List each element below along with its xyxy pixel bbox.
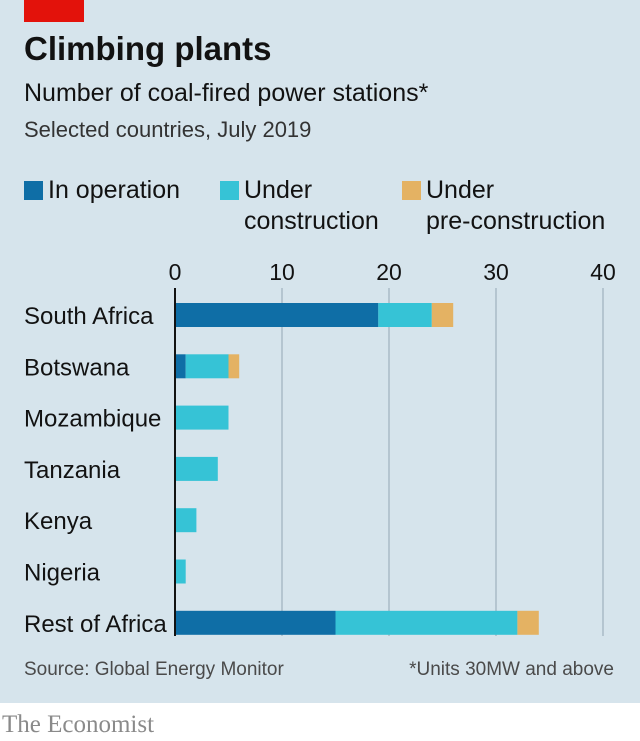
category-label-tanzania: Tanzania xyxy=(24,457,121,484)
bar-tanzania-under-construction xyxy=(175,456,218,481)
x-tick-label-20: 20 xyxy=(376,259,402,285)
bar-botswana-under-construction xyxy=(185,354,229,379)
bar-south-africa-in-operation xyxy=(175,303,379,327)
legend-swatch-in-operation xyxy=(24,181,43,200)
chart-panel xyxy=(0,0,640,703)
x-tick-label-30: 30 xyxy=(483,259,509,285)
category-label-mozambique: Mozambique xyxy=(24,406,161,433)
bar-botswana-under-pre-construction xyxy=(228,354,240,379)
legend-swatch-under-pre-construction xyxy=(402,181,421,200)
legend-label-in-operation: In operation xyxy=(48,176,181,204)
bar-south-africa-under-pre-construction xyxy=(431,303,454,327)
bar-rest-of-africa-under-construction xyxy=(335,610,518,635)
bar-kenya-under-construction xyxy=(175,508,197,533)
category-label-botswana: Botswana xyxy=(24,354,130,381)
category-label-kenya: Kenya xyxy=(24,508,93,535)
category-label-rest-of-africa: Rest of Africa xyxy=(24,611,167,638)
legend-label-under-construction: Under construction xyxy=(244,176,379,235)
category-label-nigeria: Nigeria xyxy=(24,560,101,587)
brand-red-tag xyxy=(24,0,84,22)
bar-nigeria-under-construction xyxy=(175,559,186,584)
x-tick-label-40: 40 xyxy=(590,259,616,285)
bar-mozambique-under-construction xyxy=(175,405,229,430)
chart-date-note: Selected countries, July 2019 xyxy=(24,117,312,142)
units-footnote: *Units 30MW and above xyxy=(409,659,614,680)
source-note: Source: Global Energy Monitor xyxy=(24,659,284,680)
bar-rest-of-africa-in-operation xyxy=(175,610,336,635)
chart-subtitle: Number of coal-fired power stations* xyxy=(24,79,429,107)
legend-swatch-under-construction xyxy=(220,181,239,200)
x-tick-label-10: 10 xyxy=(269,259,295,285)
economist-logo-text: The Economist xyxy=(2,711,155,738)
bar-south-africa-under-construction xyxy=(378,303,432,327)
bar-botswana-in-operation xyxy=(175,354,186,379)
bar-chart: 0 10 20 30 40 South Africa Botswana Mozambique T… xyxy=(24,259,616,638)
x-tick-label-0: 0 xyxy=(169,259,182,285)
legend-label-under-pre-construction: Under pre-construction xyxy=(426,176,606,235)
chart-title: Climbing plants xyxy=(24,30,272,67)
bar-rest-of-africa-under-pre-construction xyxy=(517,610,539,635)
category-label-south-africa: South Africa xyxy=(24,303,154,330)
